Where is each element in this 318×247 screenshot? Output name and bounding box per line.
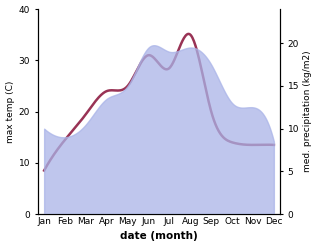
Y-axis label: max temp (C): max temp (C) <box>5 80 15 143</box>
X-axis label: date (month): date (month) <box>120 231 198 242</box>
Y-axis label: med. precipitation (kg/m2): med. precipitation (kg/m2) <box>303 51 313 172</box>
